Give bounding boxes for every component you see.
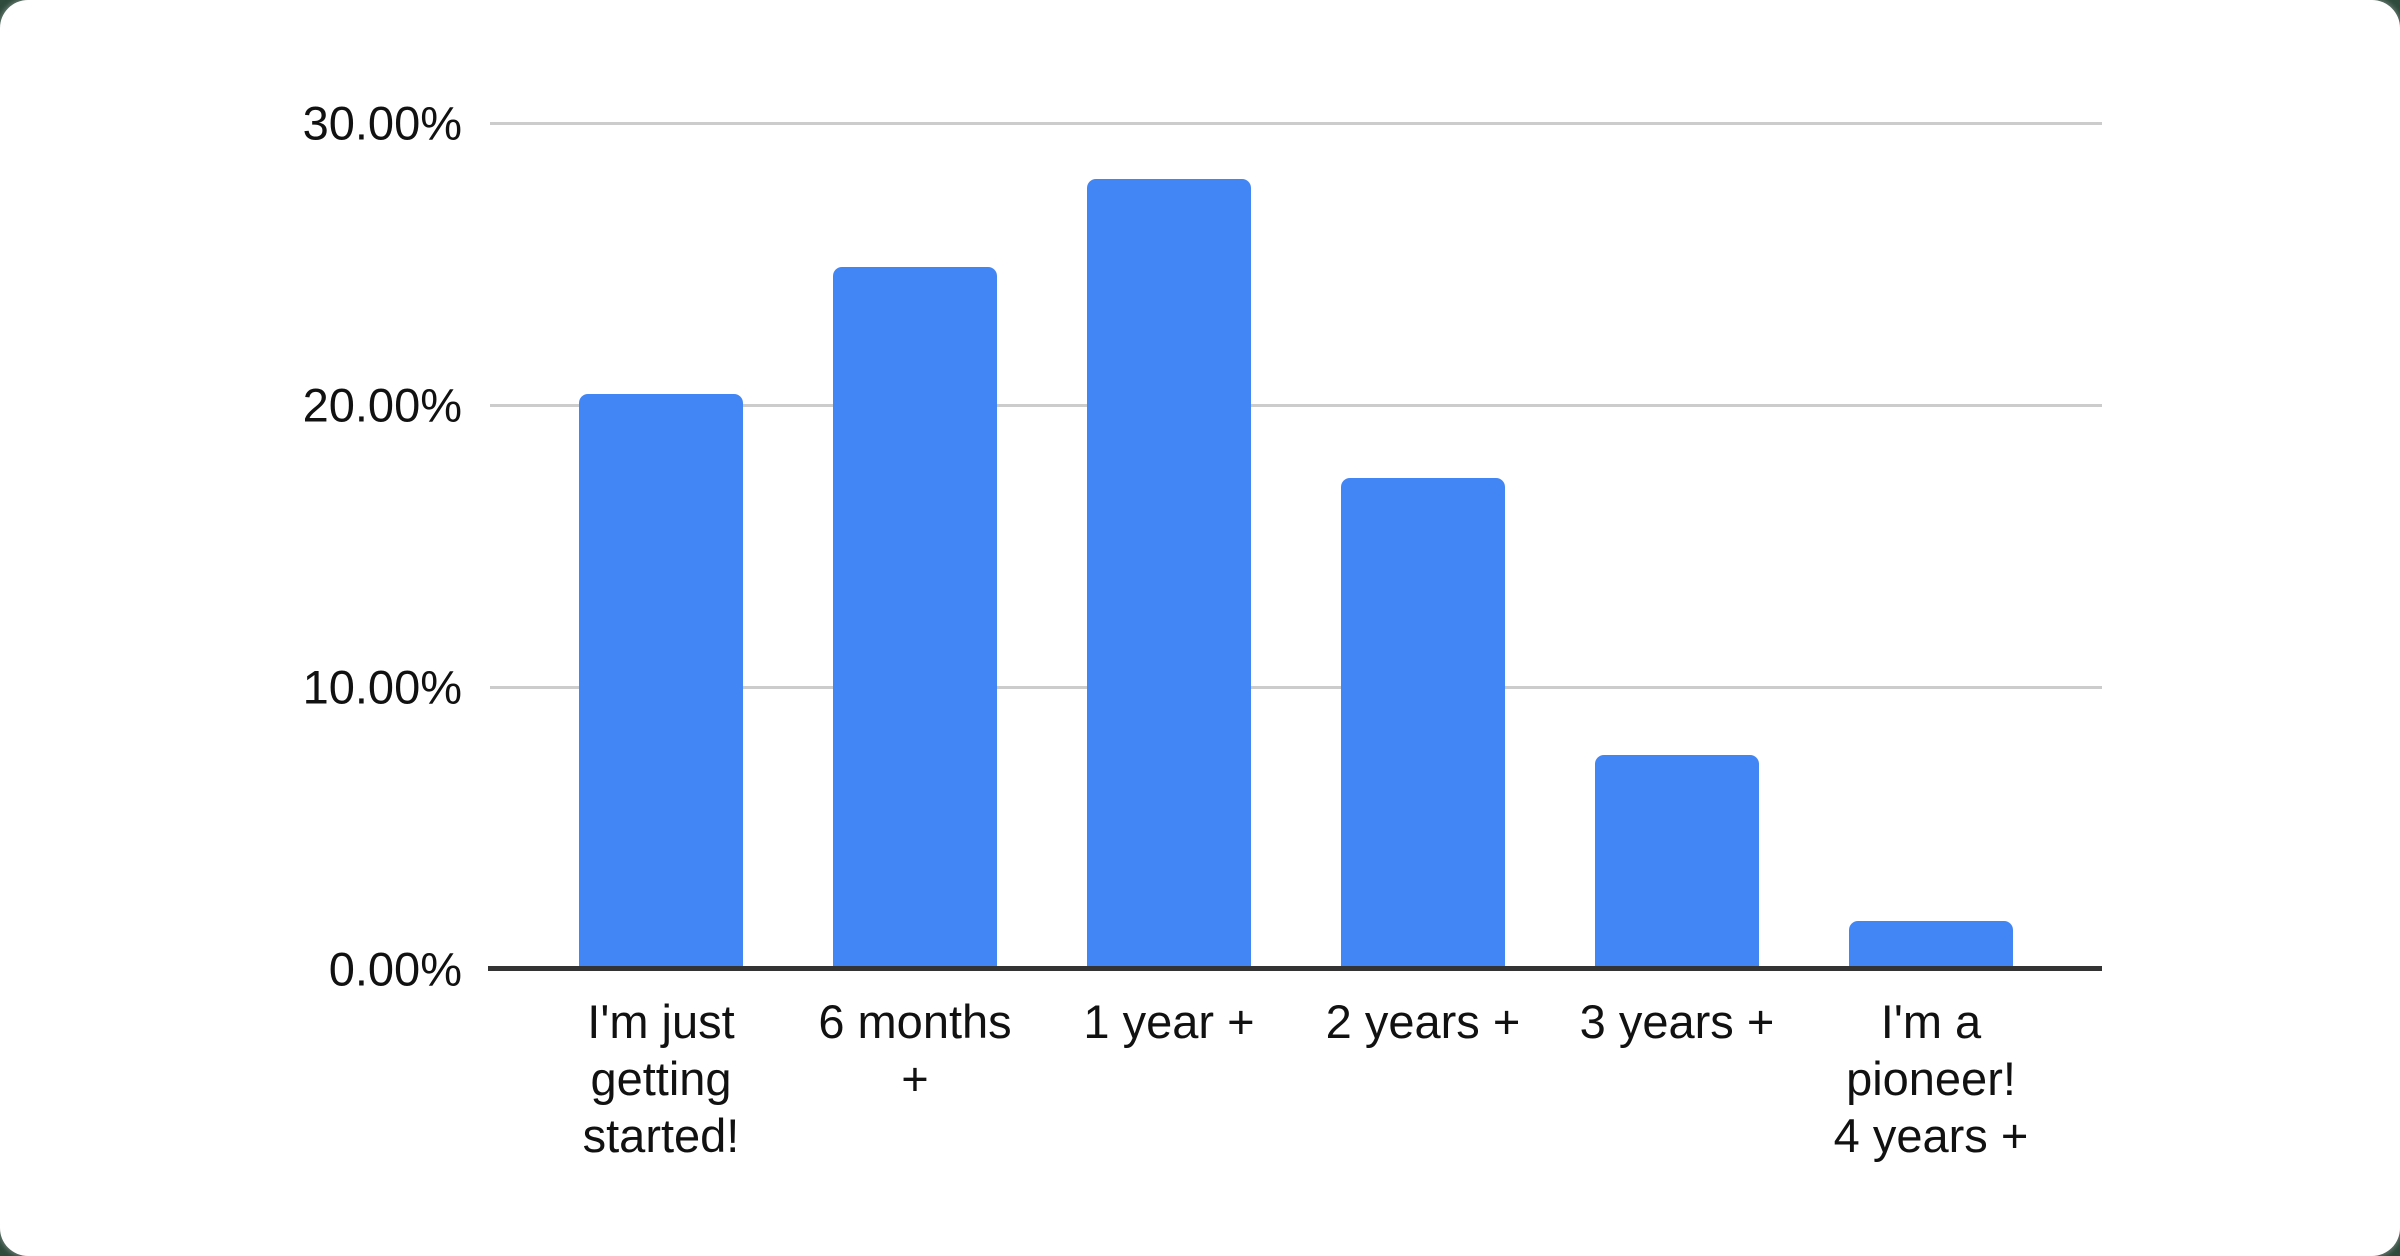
bar-slot [1550,123,1804,969]
x-category-label: I'm a pioneer! 4 years + [1833,995,2029,1162]
bar-slot [534,123,788,969]
gridline [490,121,2102,125]
bars-row [534,123,2058,969]
bar-5 [1595,754,1759,969]
x-category-label: 6 months + [818,995,1012,1105]
y-tick-label: 20.00% [302,378,462,432]
x-category-label: 2 years + [1325,995,1521,1048]
gridline [490,403,2102,407]
y-tick-label: 30.00% [302,96,462,150]
bar-2 [833,266,997,969]
x-category-label: 1 year + [1083,995,1255,1048]
bar-slot [1804,123,2058,969]
bar-1 [579,393,743,969]
y-tick-label: 10.00% [302,660,462,714]
plot-area [488,121,2102,971]
x-axis-category-labels: I'm just getting started! 6 months + 1 yea… [534,993,2058,1164]
bar-slot [1042,123,1296,969]
bar-slot [1296,123,1550,969]
bar-6 [1849,921,2013,969]
x-category-label: 3 years + [1579,995,1775,1048]
y-tick-label: 0.00% [328,942,462,996]
bar-slot [788,123,1042,969]
x-axis-line [488,966,2102,971]
x-category-label: I'm just getting started! [582,995,740,1162]
bar-3 [1087,179,1251,969]
bar-4 [1341,478,1505,969]
gridline [490,685,2102,689]
